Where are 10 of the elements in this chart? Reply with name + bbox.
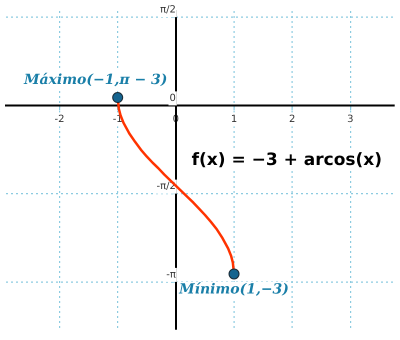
x-tick-label: 3 bbox=[347, 114, 354, 125]
y-tick-label: 0 bbox=[169, 92, 176, 104]
annotation: Mínimo(1,−3) bbox=[178, 282, 289, 298]
x-tick-label: -2 bbox=[54, 114, 65, 125]
annotation: Máximo(−1,π − 3) bbox=[22, 72, 168, 88]
x-tick-label: 1 bbox=[230, 114, 238, 125]
x-tick-label: 2 bbox=[289, 114, 296, 125]
y-tick-label: -π bbox=[166, 269, 176, 280]
annotation: f(x) = −3 + arcos(x) bbox=[192, 150, 382, 170]
y-tick-label: π/2 bbox=[160, 4, 176, 16]
